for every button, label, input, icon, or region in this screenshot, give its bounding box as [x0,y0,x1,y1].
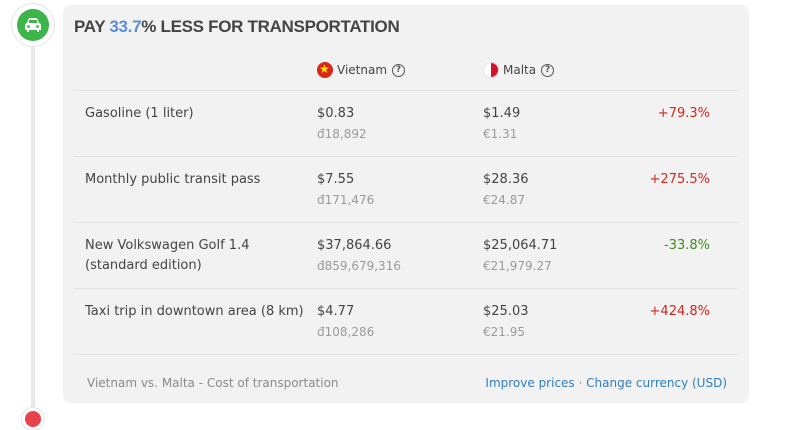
item-label: Gasoline (1 liter) [85,106,194,121]
improve-prices-link[interactable]: Improve prices [485,376,575,390]
section-heading: PAY 33.7% LESS FOR TRANSPORTATION [74,17,400,37]
malta-price: $25,064.71 €21,979.27 [483,236,557,276]
malta-local-price: €21.95 [483,325,525,339]
vietnam-local-price: đ171,476 [317,193,375,207]
item-label: New Volkswagen Golf 1.4 (standard editio… [85,238,250,273]
malta-usd-price: $28.36 [483,172,529,187]
price-difference: -33.8% [664,238,710,253]
column-malta-label: Malta [503,63,537,77]
heading-percent: 33.7 [109,17,142,36]
item-label: Taxi trip in downtown area (8 km) [85,304,304,319]
vietnam-local-price: đ18,892 [317,127,367,141]
vietnam-usd-price: $37,864.66 [317,238,392,253]
column-vietnam: Vietnam ? [317,60,406,80]
table-row: New Volkswagen Golf 1.4 (standard editio… [74,223,738,289]
timeline-line [31,40,35,415]
malta-local-price: €24.87 [483,193,525,207]
question-icon[interactable]: ? [541,63,555,77]
table-row: Taxi trip in downtown area (8 km) $4.77 … [74,289,738,355]
malta-price: $25.03 €21.95 [483,302,529,342]
question-icon[interactable]: ? [392,63,406,77]
table-row: Monthly public transit pass $7.55 đ171,4… [74,157,738,223]
heading-suffix: % LESS FOR TRANSPORTATION [141,17,400,36]
column-malta: Malta ? [483,60,555,80]
malta-usd-price: $25.03 [483,304,529,319]
malta-price: $28.36 €24.87 [483,170,529,210]
vietnam-flag-icon [317,62,333,78]
vietnam-usd-price: $7.55 [317,172,355,187]
footer-caption: Vietnam vs. Malta - Cost of transportati… [87,376,339,390]
malta-usd-price: $1.49 [483,106,521,121]
next-category-badge [22,408,44,430]
vietnam-price: $37,864.66 đ859,679,316 [317,236,401,276]
vietnam-price: $7.55 đ171,476 [317,170,374,210]
car-icon [25,18,41,32]
malta-local-price: €1.31 [483,127,518,141]
malta-price: $1.49 €1.31 [483,104,520,144]
price-difference: +424.8% [649,304,710,319]
table-header-row: Vietnam ? Malta ? [74,42,738,91]
vietnam-local-price: đ859,679,316 [317,259,401,273]
vietnam-price: $4.77 đ108,286 [317,302,374,342]
column-vietnam-label: Vietnam [337,63,388,77]
vietnam-usd-price: $0.83 [317,106,355,121]
price-difference: +275.5% [649,172,710,187]
table-row: Gasoline (1 liter) $0.83 đ18,892 $1.49 €… [74,91,738,157]
price-difference: +79.3% [657,106,710,121]
vietnam-price: $0.83 đ18,892 [317,104,367,144]
footer-separator: · [574,376,587,390]
footer-links: Improve prices · Change currency (USD) [485,376,727,390]
comparison-table: Vietnam ? Malta ? Gasoline (1 liter) $0.… [74,42,738,355]
malta-local-price: €21,979.27 [483,259,552,273]
malta-flag-icon [483,62,499,78]
malta-usd-price: $25,064.71 [483,238,558,253]
change-currency-link[interactable]: Change currency (USD) [586,376,727,390]
heading-prefix: PAY [74,17,110,36]
transportation-card: PAY 33.7% LESS FOR TRANSPORTATION Vietna… [63,5,749,403]
category-badge [12,4,54,46]
item-label: Monthly public transit pass [85,172,261,187]
vietnam-usd-price: $4.77 [317,304,355,319]
vietnam-local-price: đ108,286 [317,325,375,339]
